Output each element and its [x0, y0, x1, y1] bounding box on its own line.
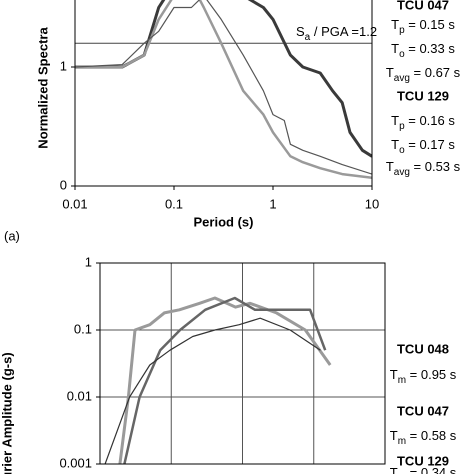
text: = 0.53 s: [410, 159, 461, 174]
symbol: T: [391, 113, 399, 128]
y-tick-label: 0.01: [67, 388, 92, 403]
symbol: T: [391, 41, 399, 56]
text: = 0.17 s: [405, 137, 456, 152]
text: = 0.34 s: [406, 465, 457, 474]
plot-frame: [74, 0, 373, 187]
subscript: m: [398, 473, 406, 474]
symbol: T: [390, 465, 398, 474]
note: Tm = 0.34 s: [390, 465, 457, 474]
note-heading: TCU 047: [397, 403, 449, 418]
series-line: [75, 0, 372, 158]
subscript: p: [399, 25, 405, 36]
series-line: [118, 296, 332, 464]
text: = 0.67 s: [410, 65, 461, 80]
panel-label: (a): [4, 228, 20, 243]
y-tick-label: 0: [60, 177, 67, 192]
text: = 0.95 s: [406, 367, 457, 382]
series-line: [104, 317, 321, 464]
text: / PGA =1.2: [310, 25, 377, 40]
note-heading: TCU 048: [397, 341, 449, 356]
reference-label: Sa / PGA =1.2: [296, 25, 377, 43]
note: To = 0.17 s: [391, 137, 455, 155]
series-line: [123, 296, 327, 464]
text: = 0.33 s: [405, 41, 456, 56]
symbol: T: [390, 367, 398, 382]
subscript: avg: [394, 167, 410, 178]
y-tick-label: 0.1: [74, 321, 92, 336]
series-line: [75, 0, 372, 175]
note: Tavg = 0.67 s: [386, 65, 461, 83]
y-axis-title: ourier Amplitude (g-s): [0, 352, 14, 474]
text: = 0.16 s: [405, 113, 456, 128]
symbol: S: [296, 25, 305, 40]
symbol: T: [391, 17, 399, 32]
note-heading: TCU 129: [397, 88, 449, 103]
note: Tp = 0.16 s: [391, 113, 455, 131]
note-heading: TCU 129: [397, 453, 449, 468]
note: Tp = 0.15 s: [391, 17, 455, 35]
x-tick-label: 0.1: [165, 196, 183, 211]
y-tick-label: 0.001: [59, 455, 92, 470]
text: = 0.58 s: [406, 428, 457, 443]
subscript: o: [399, 145, 405, 156]
note-heading: TCU 047: [397, 0, 449, 12]
x-axis-title: Period (s): [194, 214, 254, 229]
x-tick-label: 10: [365, 196, 379, 211]
y-tick-label: 1: [85, 254, 92, 269]
x-tick-label: 0.01: [62, 196, 87, 211]
plot-frame: [99, 262, 386, 465]
note: Tavg = 0.53 s: [386, 159, 461, 177]
note: To = 0.33 s: [391, 41, 455, 59]
subscript: o: [399, 49, 405, 60]
subscript: m: [398, 436, 406, 447]
symbol: T: [390, 428, 398, 443]
symbol: T: [386, 159, 394, 174]
symbol: T: [386, 65, 394, 80]
note: Tm = 0.95 s: [390, 367, 457, 385]
subscript: avg: [394, 73, 410, 84]
y-axis-title: Normalized Spectra: [35, 27, 50, 149]
subscript: a: [305, 32, 311, 43]
symbol: T: [391, 137, 399, 152]
text: = 0.15 s: [405, 17, 456, 32]
x-tick-label: 1: [269, 196, 276, 211]
y-tick-label: 1: [60, 58, 67, 73]
subscript: m: [398, 375, 406, 386]
note: Tm = 0.58 s: [390, 428, 457, 446]
subscript: p: [399, 121, 405, 132]
